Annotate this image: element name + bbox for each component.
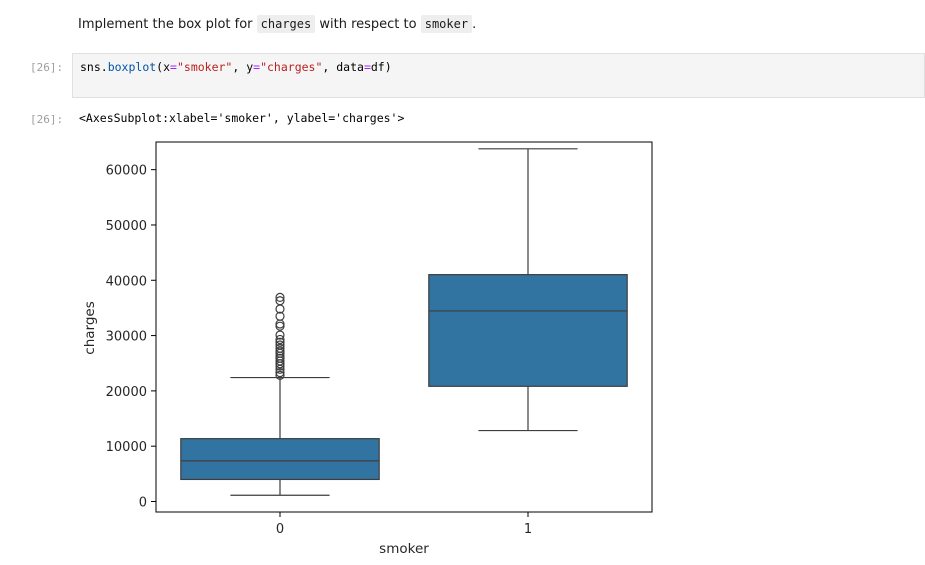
code-token-object: sns. — [80, 60, 108, 74]
x-tick-label: 1 — [524, 522, 532, 537]
instruction-text-end: . — [472, 17, 477, 32]
y-tick-label: 50000 — [106, 219, 147, 234]
code-token-operator: = — [170, 60, 177, 74]
code-token-operator: = — [363, 60, 371, 74]
code-token-string: "smoker" — [176, 60, 233, 74]
instruction-text-middle: with respect to — [315, 17, 421, 32]
output-prompt: [26]: — [30, 113, 64, 126]
y-tick-label: 20000 — [106, 385, 147, 400]
y-axis-label: charges — [82, 301, 98, 354]
x-tick-label: 0 — [276, 522, 284, 537]
outlier-point — [275, 370, 285, 380]
code-token: , data — [322, 60, 364, 74]
code-line[interactable]: sns.boxplot(x="smoker", y="charges", dat… — [80, 60, 392, 74]
code-token: , y — [232, 60, 254, 74]
box-iqr — [428, 274, 628, 387]
outlier-point — [275, 346, 285, 356]
outlier-point — [275, 296, 285, 306]
outlier-point — [275, 292, 285, 303]
inline-code-smoker: smoker — [420, 15, 473, 33]
x-axis-label: smoker — [379, 541, 429, 557]
y-tick-label: 0 — [139, 495, 147, 510]
code-token: (x — [156, 60, 171, 74]
markdown-instruction: Implement the box plot for charges with … — [78, 14, 476, 35]
input-prompt: [26]: — [30, 61, 64, 74]
outlier-point — [275, 330, 285, 340]
y-tick-label: 30000 — [106, 330, 147, 345]
y-tick-label: 10000 — [106, 440, 147, 455]
code-token-string: "charges" — [260, 60, 323, 74]
output-repr: <AxesSubplot:xlabel='smoker', ylabel='ch… — [79, 111, 405, 125]
outlier-point — [275, 368, 285, 378]
outlier-point — [275, 311, 285, 321]
outlier-point — [275, 340, 285, 350]
box-iqr — [180, 438, 380, 481]
y-tick-label: 60000 — [106, 164, 147, 179]
inline-code-charges: charges — [256, 15, 316, 33]
plot-frame — [155, 141, 653, 513]
outlier-point — [275, 334, 285, 345]
code-cell-input[interactable]: sns.boxplot(x="smoker", y="charges", dat… — [72, 53, 925, 98]
y-tick-label: 40000 — [106, 274, 147, 289]
outlier-point — [275, 337, 285, 347]
code-token: df) — [370, 60, 392, 74]
code-token-operator: = — [253, 60, 261, 74]
code-token-function: boxplot — [107, 60, 157, 74]
instruction-text: Implement the box plot for — [78, 17, 257, 32]
outlier-point — [275, 343, 285, 353]
